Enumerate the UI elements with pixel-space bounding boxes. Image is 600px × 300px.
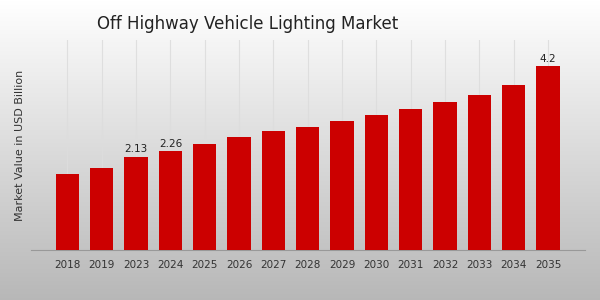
Text: 4.2: 4.2 — [540, 54, 556, 64]
Text: 2.26: 2.26 — [159, 139, 182, 149]
Text: 2.13: 2.13 — [124, 144, 148, 154]
Bar — [331, 121, 354, 250]
Bar — [468, 95, 491, 250]
Bar — [193, 144, 217, 250]
Bar — [159, 151, 182, 250]
Bar — [262, 131, 285, 250]
Bar — [227, 137, 251, 250]
Y-axis label: Market Value in USD Billion: Market Value in USD Billion — [15, 70, 25, 221]
Bar — [124, 157, 148, 250]
Bar — [90, 168, 113, 250]
Bar — [56, 174, 79, 250]
Text: Off Highway Vehicle Lighting Market: Off Highway Vehicle Lighting Market — [97, 15, 398, 33]
Bar — [365, 116, 388, 250]
Bar — [502, 85, 526, 250]
Bar — [536, 66, 560, 250]
Bar — [433, 102, 457, 250]
Bar — [296, 127, 319, 250]
Bar — [399, 109, 422, 250]
